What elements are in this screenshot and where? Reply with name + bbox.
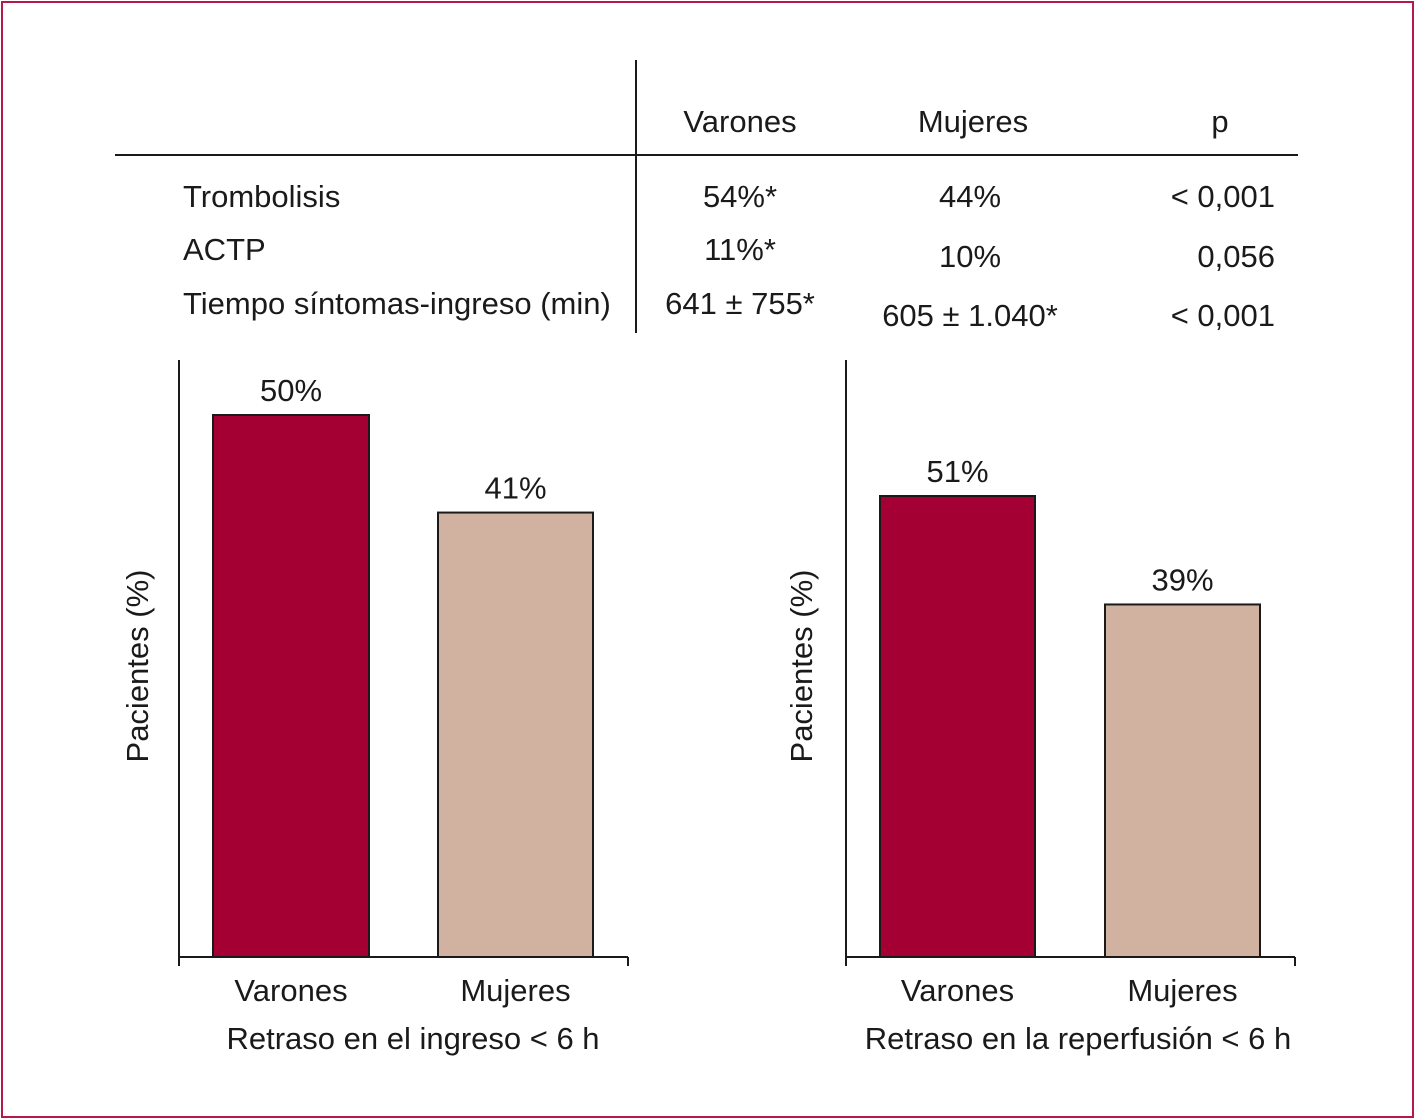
table-row-label: ACTP [183, 232, 266, 267]
bar-varones [879, 495, 1036, 958]
summary-table: Varones Mujeres p Trombolisis 54%* 44% <… [115, 60, 1298, 333]
table-header-varones: Varones [683, 104, 796, 139]
data-label: 41% [484, 471, 546, 506]
table-header-p: p [1211, 104, 1228, 139]
data-label: 50% [260, 373, 322, 408]
table-row-label: Trombolisis [183, 179, 340, 214]
table-row-label: Tiempo síntomas-ingreso (min) [183, 286, 611, 321]
x-axis-title: Retraso en la reperfusión < 6 h [865, 1021, 1292, 1056]
y-axis-title: Pacientes (%) [120, 570, 155, 763]
bar-varones [212, 414, 370, 958]
table-cell-mujeres: 605 ± 1.040* [882, 298, 1058, 333]
table-cell-mujeres: 44% [939, 179, 1001, 214]
data-label: 39% [1151, 562, 1213, 597]
table-cell-p: < 0,001 [1171, 179, 1275, 214]
bar-mujeres [437, 511, 594, 958]
table-cell-p: 0,056 [1197, 239, 1275, 274]
table-cell-varones: 54%* [703, 179, 777, 214]
x-axis-title: Retraso en el ingreso < 6 h [226, 1021, 599, 1056]
chart-retraso-ingreso: 50% Varones 41% Mujeres Retraso en el ingres… [120, 360, 629, 1056]
table-cell-mujeres: 10% [939, 239, 1001, 274]
x-tick-label: Varones [901, 973, 1014, 1008]
x-tick-label: Mujeres [1127, 973, 1237, 1008]
data-label: 51% [926, 454, 988, 489]
table-cell-varones: 641 ± 755* [665, 286, 815, 321]
chart-retraso-reperfusion: 51% Varones 39% Mujeres Retraso en la reperf… [784, 360, 1296, 1056]
table-cell-varones: 11%* [704, 232, 776, 267]
x-tick-label: Varones [234, 973, 347, 1008]
x-tick-label: Mujeres [460, 973, 570, 1008]
y-axis-title: Pacientes (%) [784, 570, 819, 763]
table-cell-p: < 0,001 [1171, 298, 1275, 333]
bar-mujeres [1104, 603, 1261, 958]
table-header-mujeres: Mujeres [918, 104, 1028, 139]
